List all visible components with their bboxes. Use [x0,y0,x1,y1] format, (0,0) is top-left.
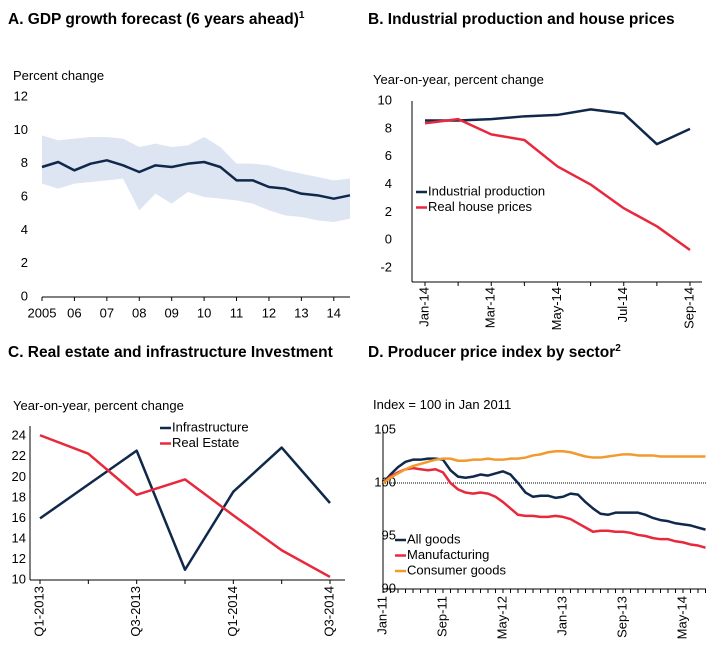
x-tick-label: Jan-14 [416,287,431,327]
y-axis-label: Percent change [13,68,105,83]
y-tick-label: 8 [385,120,392,135]
x-tick-label: May-14 [549,287,564,330]
x-tick-label: Jan-11 [374,596,389,635]
chart-title: C. Real estate and infrastructure Invest… [8,344,333,361]
y-tick-label: 105 [374,421,396,436]
x-tick-label: Q3-2013 [128,586,143,637]
y-tick-label: 12 [14,88,28,103]
x-tick-label: May-12 [494,596,509,639]
x-tick-label: 14 [327,305,341,320]
y-tick-label: 14 [12,530,26,545]
chart-title: B. Industrial production and house price… [368,11,675,28]
y-tick-label: 10 [12,571,26,586]
y-tick-label: 0 [385,232,392,247]
x-tick-label: Jul-14 [615,287,630,322]
x-tick-label: Jan-13 [554,596,569,636]
x-tick-label: Q1-2013 [31,586,46,637]
title-note: 2 [615,342,621,354]
series-line [41,159,351,200]
x-tick-label: 12 [262,305,276,320]
y-tick-label: 8 [21,155,28,170]
x-tick-label: Mar-14 [483,287,498,328]
y-tick-label: 20 [12,469,26,484]
series-line [425,108,691,146]
y-tick-label: 10 [14,122,28,137]
y-tick-label: 10 [378,92,392,107]
legend-label: Consumer goods [407,562,506,577]
legend-label: Industrial production [428,183,545,198]
y-tick-label: 95 [382,527,396,542]
legend-label: Real house prices [428,199,533,214]
chart-title: A. GDP growth forecast (6 years ahead)1 [8,9,305,28]
y-tick-label: 0 [21,288,28,303]
series-line [39,446,331,571]
x-tick-label: Q3-2014 [321,586,336,637]
y-tick-label: 4 [21,222,28,237]
y-axis-label: Year-on-year, percent change [373,72,544,87]
chart-title: D. Producer price index by sector2 [368,342,621,361]
y-tick-label: 22 [12,448,26,463]
series-line [424,117,691,251]
y-tick-label: 90 [382,580,396,595]
y-tick-label: 4 [385,176,392,191]
y-tick-label: 18 [12,489,26,504]
y-tick-label: 16 [12,510,26,525]
x-tick-label: May-14 [674,596,689,639]
series-line [382,449,706,485]
x-tick-label: 10 [197,305,211,320]
x-tick-label: Sep-11 [434,596,449,637]
x-tick-label: Sep-14 [681,287,696,329]
x-tick-label: 07 [100,305,114,320]
x-tick-label: Q1-2014 [225,586,240,637]
x-tick-label: 09 [164,305,178,320]
y-tick-label: 24 [12,428,26,443]
x-tick-label: 06 [67,305,81,320]
x-tick-label: 08 [132,305,146,320]
y-tick-label: -2 [380,260,392,275]
y-tick-label: 6 [385,148,392,163]
x-tick-label: 11 [230,305,244,320]
title-note: 1 [298,9,305,21]
legend-label: All goods [407,531,461,546]
y-tick-label: 12 [12,551,26,566]
x-tick-label: 13 [294,305,308,320]
legend-label: Real Estate [172,435,239,450]
legend-label: Infrastructure [172,419,249,434]
series-line [382,466,706,549]
x-tick-label: 2005 [28,305,57,320]
y-tick-label: 2 [21,255,28,270]
y-axis-label: Year-on-year, percent change [13,398,184,413]
y-tick-label: 2 [385,204,392,219]
y-tick-label: 6 [21,188,28,203]
y-axis-label: Index = 100 in Jan 2011 [373,397,512,412]
series-line [39,434,331,579]
x-tick-label: Sep-13 [614,596,629,638]
forecast-band [42,135,350,222]
legend-label: Manufacturing [407,547,489,562]
